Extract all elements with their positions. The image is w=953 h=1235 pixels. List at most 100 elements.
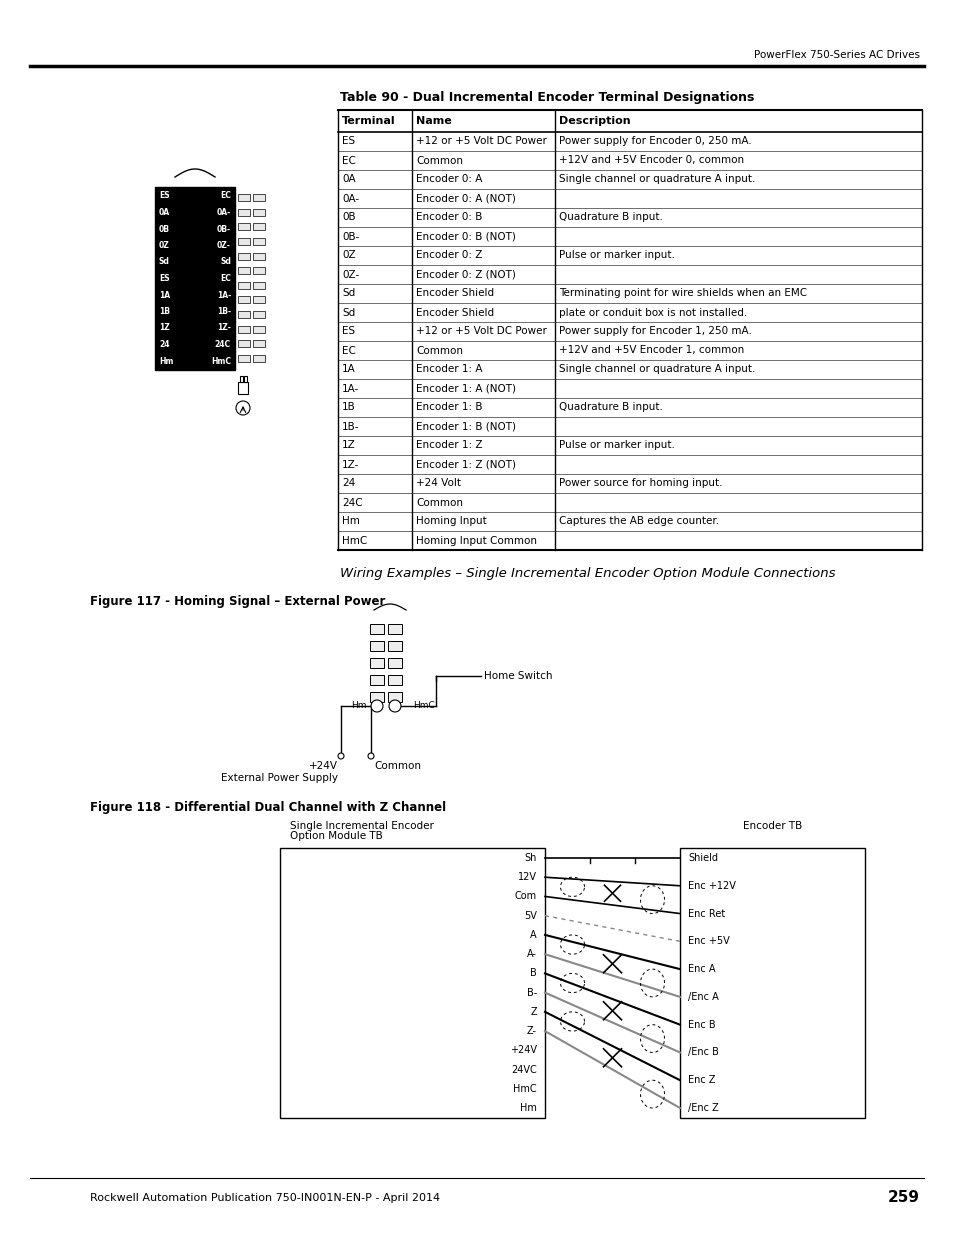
Bar <box>253 296 265 304</box>
Bar <box>237 382 248 394</box>
Bar <box>370 676 384 685</box>
Text: Pulse or marker input.: Pulse or marker input. <box>558 441 674 451</box>
Text: 1Z-: 1Z- <box>217 324 231 332</box>
Text: 0Z: 0Z <box>159 241 170 249</box>
Text: B: B <box>530 968 537 978</box>
Text: Common: Common <box>374 761 420 771</box>
Text: EC: EC <box>341 346 355 356</box>
Text: 1B: 1B <box>341 403 355 412</box>
Circle shape <box>371 700 382 713</box>
Text: Com: Com <box>515 892 537 902</box>
Text: 0A: 0A <box>341 174 355 184</box>
Text: ES: ES <box>159 274 170 283</box>
Text: ES: ES <box>341 137 355 147</box>
Text: 24C: 24C <box>341 498 362 508</box>
Text: Z: Z <box>530 1007 537 1016</box>
Text: Sd: Sd <box>341 308 355 317</box>
Text: Enc +12V: Enc +12V <box>687 881 735 890</box>
Circle shape <box>368 753 374 760</box>
Text: Shield: Shield <box>687 853 718 863</box>
Text: Encoder TB: Encoder TB <box>742 821 801 831</box>
Text: Encoder 0: A: Encoder 0: A <box>416 174 482 184</box>
Text: Hm: Hm <box>351 701 367 710</box>
Text: Homing Input Common: Homing Input Common <box>416 536 537 546</box>
Bar <box>253 194 265 201</box>
Text: Option Module TB: Option Module TB <box>290 831 382 841</box>
Bar <box>237 326 250 332</box>
Text: ES: ES <box>341 326 355 336</box>
Bar <box>240 375 243 382</box>
Text: External Power Supply: External Power Supply <box>221 773 337 783</box>
Text: Common: Common <box>416 156 462 165</box>
Text: Quadrature B input.: Quadrature B input. <box>558 403 662 412</box>
Text: Sh: Sh <box>524 853 537 863</box>
Text: HmC: HmC <box>513 1084 537 1094</box>
Text: 0B: 0B <box>159 225 170 233</box>
Bar <box>388 641 401 651</box>
Text: Encoder 0: B (NOT): Encoder 0: B (NOT) <box>416 231 516 242</box>
Bar <box>253 311 265 319</box>
Text: 1B-: 1B- <box>216 308 231 316</box>
Text: 0B: 0B <box>341 212 355 222</box>
Text: Captures the AB edge counter.: Captures the AB edge counter. <box>558 516 719 526</box>
Text: 24: 24 <box>341 478 355 489</box>
Text: EC: EC <box>341 156 355 165</box>
Text: Encoder 1: Z: Encoder 1: Z <box>416 441 482 451</box>
Bar <box>237 282 250 289</box>
Text: 0B-: 0B- <box>341 231 359 242</box>
Bar <box>237 311 250 319</box>
Text: Sd: Sd <box>220 258 231 267</box>
Bar <box>237 341 250 347</box>
Text: 1Z-: 1Z- <box>341 459 359 469</box>
Text: 24C: 24C <box>214 340 231 350</box>
Text: Encoder 0: A (NOT): Encoder 0: A (NOT) <box>416 194 516 204</box>
Text: 12V: 12V <box>517 872 537 882</box>
Bar <box>370 641 384 651</box>
Text: /Enc B: /Enc B <box>687 1047 719 1057</box>
Bar <box>237 238 250 245</box>
Text: 5V: 5V <box>523 910 537 920</box>
Text: +12 or +5 Volt DC Power: +12 or +5 Volt DC Power <box>416 326 546 336</box>
Text: Table 90 - Dual Incremental Encoder Terminal Designations: Table 90 - Dual Incremental Encoder Term… <box>339 91 754 105</box>
Text: A-: A- <box>527 950 537 960</box>
Text: Encoder 1: A: Encoder 1: A <box>416 364 482 374</box>
Bar <box>237 354 250 362</box>
Text: 1Z: 1Z <box>159 324 170 332</box>
Text: 0A-: 0A- <box>216 207 231 217</box>
Text: 0A-: 0A- <box>341 194 358 204</box>
Bar <box>370 624 384 634</box>
Text: Common: Common <box>416 346 462 356</box>
Text: Hm: Hm <box>519 1103 537 1113</box>
Bar <box>253 282 265 289</box>
Bar <box>280 848 544 1118</box>
Text: +24V: +24V <box>510 1045 537 1056</box>
Text: Sd: Sd <box>341 289 355 299</box>
Text: Pulse or marker input.: Pulse or marker input. <box>558 251 674 261</box>
Text: 0B-: 0B- <box>216 225 231 233</box>
Text: Description: Description <box>558 116 630 126</box>
Text: 1A: 1A <box>159 290 170 300</box>
Text: Hm: Hm <box>341 516 359 526</box>
Bar <box>237 296 250 304</box>
Text: Power supply for Encoder 1, 250 mA.: Power supply for Encoder 1, 250 mA. <box>558 326 751 336</box>
Text: Enc +5V: Enc +5V <box>687 936 729 946</box>
Text: 1A-: 1A- <box>341 384 359 394</box>
Bar <box>253 209 265 216</box>
Text: B-: B- <box>526 988 537 998</box>
Bar <box>388 658 401 668</box>
Text: Encoder 1: A (NOT): Encoder 1: A (NOT) <box>416 384 516 394</box>
Text: 0Z-: 0Z- <box>217 241 231 249</box>
Bar <box>237 194 250 201</box>
Bar <box>237 267 250 274</box>
Text: Hm: Hm <box>159 357 173 366</box>
Bar <box>253 326 265 332</box>
Text: Power supply for Encoder 0, 250 mA.: Power supply for Encoder 0, 250 mA. <box>558 137 751 147</box>
Text: plate or conduit box is not installed.: plate or conduit box is not installed. <box>558 308 746 317</box>
Text: Encoder 1: B (NOT): Encoder 1: B (NOT) <box>416 421 516 431</box>
Text: /Enc Z: /Enc Z <box>687 1103 718 1113</box>
Text: 1B-: 1B- <box>341 421 359 431</box>
Text: 24VC: 24VC <box>511 1065 537 1074</box>
Text: +24V: +24V <box>309 761 337 771</box>
Text: Encoder 0: Z: Encoder 0: Z <box>416 251 482 261</box>
Text: Single channel or quadrature A input.: Single channel or quadrature A input. <box>558 174 755 184</box>
